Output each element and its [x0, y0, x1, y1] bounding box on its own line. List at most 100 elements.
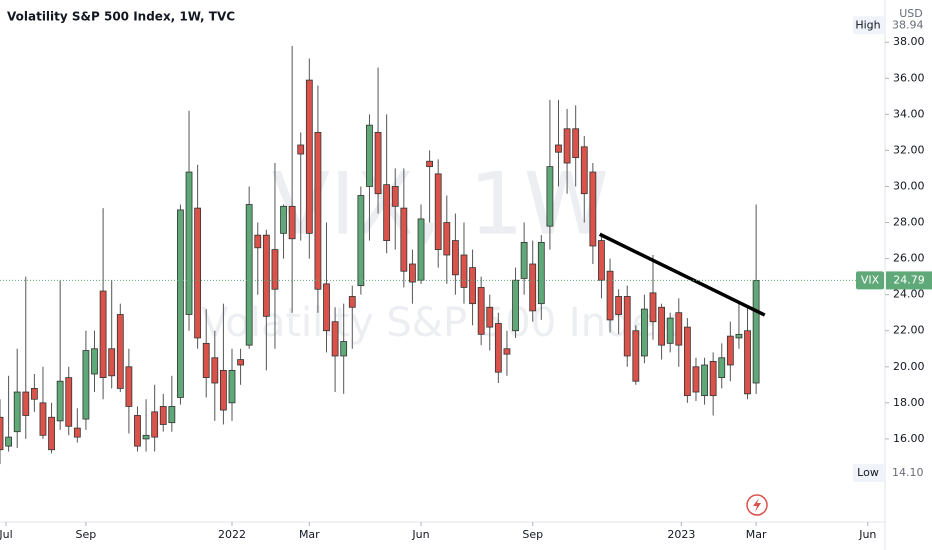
y-tick-label: 24.00: [893, 288, 925, 301]
low-value: 14.10: [892, 466, 924, 479]
candle-body: [477, 287, 485, 335]
currency: USD: [899, 7, 923, 20]
candle-body: [297, 144, 305, 155]
candle-body: [348, 296, 356, 308]
y-tick-label: 26.00: [893, 252, 925, 265]
candle-body: [494, 323, 502, 373]
low-badge: [853, 464, 884, 483]
candle-body: [555, 144, 562, 153]
last-price-label: 24.79: [893, 273, 925, 286]
candle-body: [73, 427, 81, 438]
candle-body: [615, 296, 623, 315]
y-tick-label: 36.00: [893, 71, 925, 84]
candle-body: [254, 234, 262, 249]
candle-body: [417, 218, 425, 281]
candle-body: [65, 377, 73, 427]
candle-body: [48, 416, 55, 451]
candle-body: [13, 391, 21, 433]
candle-body: [340, 341, 348, 357]
high-value: 38.94: [892, 18, 924, 31]
candle-body: [159, 406, 167, 425]
candle-body: [125, 366, 133, 407]
y-tick-label: 28.00: [893, 216, 925, 229]
x-tick-label: Sep: [522, 528, 543, 541]
candle-body: [692, 366, 700, 393]
candle-body: [134, 415, 141, 447]
candle-body: [658, 306, 666, 346]
candle-body: [580, 146, 588, 195]
low-tag: Low: [857, 466, 879, 479]
x-tick-label: Sep: [76, 528, 97, 541]
candle-body: [228, 369, 236, 404]
candle-body: [331, 321, 339, 357]
y-tick-label: 34.00: [893, 107, 925, 120]
candle-body: [460, 254, 468, 288]
candle-body: [572, 128, 580, 159]
candle-body: [623, 296, 631, 357]
candle-body: [168, 406, 176, 424]
x-tick-label: Mar: [746, 528, 767, 541]
lightning-icon[interactable]: [746, 494, 768, 516]
candle-body: [606, 270, 614, 321]
x-tick-label: 2022: [218, 528, 246, 541]
x-tick-label: Jul: [0, 528, 13, 541]
candle-body: [486, 306, 494, 328]
x-tick-label: Jun: [411, 528, 429, 541]
candle-body: [563, 128, 571, 164]
x-tick-label: Jun: [858, 528, 876, 541]
candle-body: [744, 330, 751, 395]
candle-body: [116, 314, 124, 389]
candle-body: [546, 166, 554, 227]
candle-body: [0, 416, 4, 451]
candle-body: [39, 402, 47, 436]
candle-body: [91, 348, 98, 375]
y-tick-label: 20.00: [893, 360, 925, 373]
y-tick-label: 16.00: [893, 432, 925, 445]
candle-body: [374, 131, 382, 195]
candle-body: [641, 308, 648, 357]
candle-body: [701, 364, 708, 397]
candle-body: [30, 388, 38, 400]
candle-body: [108, 348, 116, 377]
y-tick-label: 32.00: [893, 143, 925, 156]
symbol-badge: [856, 271, 884, 290]
watermark-subtitle: Volatility S&P 500 Index: [201, 300, 679, 346]
x-tick-label: Mar: [299, 528, 320, 541]
candle-body: [194, 207, 202, 339]
candle-body: [383, 184, 391, 241]
high-badge: [853, 16, 884, 35]
y-tick-label: 38.00: [893, 35, 925, 48]
candle-body: [357, 195, 365, 287]
candle-body: [598, 240, 605, 281]
candle-body: [280, 205, 287, 234]
candle-body: [735, 333, 743, 339]
candle-body: [666, 317, 674, 344]
candle-body: [177, 209, 184, 398]
candle-body: [675, 312, 683, 346]
y-tick-label: 30.00: [893, 179, 925, 192]
candle-body: [726, 335, 734, 366]
candle-body: [305, 79, 313, 234]
candle-body: [683, 326, 691, 397]
candle-body: [752, 280, 760, 384]
candle-body: [262, 234, 270, 317]
high-tag: High: [855, 18, 880, 31]
candle-body: [512, 279, 519, 332]
candle-body: [219, 369, 227, 411]
candle-body: [185, 171, 193, 315]
candle-body: [288, 205, 296, 240]
candle-body: [237, 359, 244, 366]
candle-body: [323, 283, 330, 332]
candle-body: [56, 380, 64, 422]
candle-body: [537, 241, 545, 305]
candle-body: [151, 411, 159, 438]
candle-body: [400, 207, 408, 272]
candle-body: [409, 263, 416, 283]
candle-body: [589, 171, 597, 247]
candle-body: [314, 131, 322, 290]
candle-body: [469, 267, 476, 305]
candle-body: [245, 204, 253, 346]
candle-body: [426, 160, 434, 168]
symbol-label: VIX: [861, 273, 880, 286]
